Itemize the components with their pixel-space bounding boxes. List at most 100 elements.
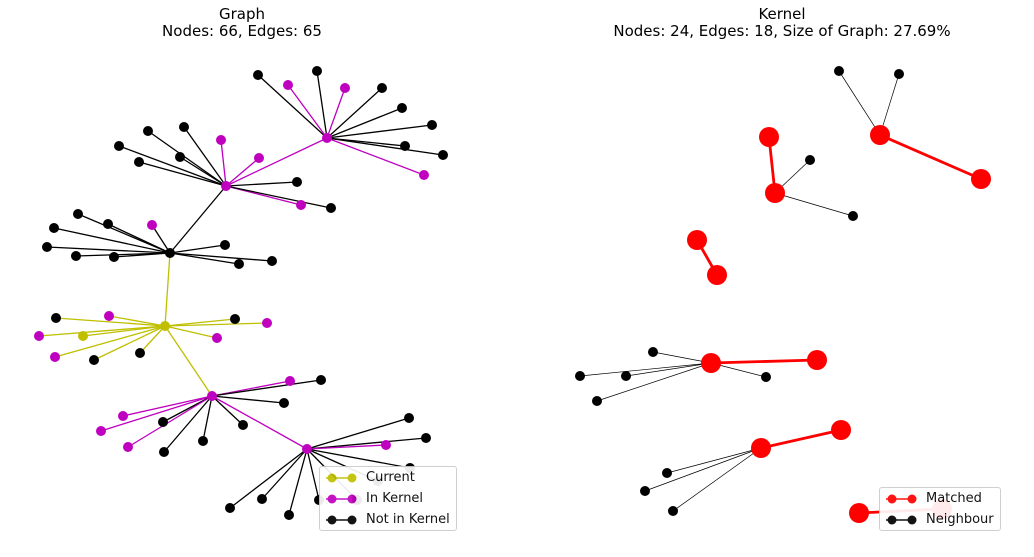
graph-edge [46, 246, 171, 254]
graph-node [326, 203, 336, 213]
kernel-matched-node [751, 438, 771, 458]
graph-edge [211, 379, 322, 397]
kernel-matched-edge [760, 428, 842, 450]
graph-node [160, 321, 170, 331]
graph-edge [202, 395, 213, 442]
kernel-neighbour-node [621, 371, 631, 381]
graph-edge [326, 137, 425, 176]
legend-label-not-in-kernel: Not in Kernel [366, 512, 450, 527]
graph-node [404, 413, 414, 423]
graph-title-line2: Nodes: 66, Edges: 65 [162, 22, 322, 40]
graph-edge [55, 317, 166, 327]
graph-edge [225, 137, 328, 187]
graph-edge [127, 395, 213, 448]
graph-node [179, 122, 189, 132]
graph-node [50, 352, 60, 362]
graph-node [312, 66, 322, 76]
graph-edge [93, 325, 166, 361]
graph-node [134, 157, 144, 167]
graph-edge [288, 448, 308, 516]
graph-node [51, 313, 61, 323]
kernel-neighbour-edge [644, 447, 762, 492]
legend-label-current: Current [366, 470, 415, 485]
legend-item-current: Current [320, 467, 456, 488]
kernel-matched-node [759, 127, 779, 147]
graph-edge [82, 325, 166, 337]
graph-edge [147, 130, 227, 187]
kernel-title-line1: Kernel [758, 5, 806, 23]
kernel-neighbour-node [668, 506, 678, 516]
graph-edge [164, 252, 171, 327]
graph-edge [225, 185, 332, 209]
graph-edge [169, 185, 227, 254]
graph-edge [118, 145, 227, 187]
graph-node [230, 314, 240, 324]
kernel-neighbour-edge [579, 362, 712, 377]
legend-item-in-kernel: In Kernel [320, 488, 456, 509]
graph-edge [151, 224, 171, 254]
graph-node [109, 252, 119, 262]
graph-node [89, 355, 99, 365]
graph-node [296, 200, 306, 210]
graph-edge [326, 137, 444, 156]
graph-edge [211, 395, 285, 404]
graph-node [143, 126, 153, 136]
graph-edge [220, 139, 227, 187]
graph-node [419, 170, 429, 180]
graph-node [221, 181, 231, 191]
graph-edge [108, 315, 166, 327]
kernel-matched-node [707, 265, 727, 285]
graph-node [427, 120, 437, 130]
graph-node [96, 426, 106, 436]
graph-node [267, 256, 277, 266]
graph-node [207, 391, 217, 401]
graph-edge [164, 322, 268, 327]
graph-edge [183, 126, 227, 187]
kernel-matched-node [971, 169, 991, 189]
graph-edge [261, 448, 308, 500]
graph-title: Graph Nodes: 66, Edges: 65 [110, 6, 374, 40]
kernel-neighbour-edge [596, 362, 712, 402]
graph-node [220, 240, 230, 250]
kernel-neighbour-edge [838, 70, 881, 136]
graph-edge [211, 395, 308, 450]
legend-item-neighbour: Neighbour [880, 509, 1000, 530]
graph-legend: Current In Kernel Not in Kernel [319, 466, 457, 531]
graph-edge [100, 395, 213, 432]
graph-edge [257, 74, 328, 139]
graph-edge [306, 448, 320, 501]
graph-node [159, 447, 169, 457]
graph-node [316, 375, 326, 385]
graph-edge [169, 244, 226, 254]
graph-edge [211, 395, 244, 426]
graph-edge [306, 417, 410, 450]
graph-node [225, 503, 235, 513]
legend-marker-in-kernel [326, 494, 357, 503]
graph-edge [138, 161, 227, 187]
graph-node [123, 442, 133, 452]
kernel-neighbour-edge [666, 447, 762, 474]
legend-marker-not-in-kernel [326, 515, 357, 524]
kernel-neighbour-edge [774, 192, 854, 217]
graph-node [292, 177, 302, 187]
graph-node [302, 444, 312, 454]
graph-edge [38, 325, 166, 337]
kernel-neighbour-node [575, 371, 585, 381]
graph-edge [164, 325, 213, 397]
graph-edge [139, 325, 166, 354]
kernel-matched-node [765, 183, 785, 203]
graph-edge [122, 395, 213, 417]
kernel-matched-node [687, 230, 707, 250]
graph-node [279, 398, 289, 408]
graph-node [438, 150, 448, 160]
graph-edge [169, 252, 240, 265]
graph-node [262, 318, 272, 328]
graph-edge [164, 325, 218, 339]
graph-edge [179, 156, 227, 187]
graph-edge [53, 227, 171, 254]
graph-node [381, 440, 391, 450]
kernel-neighbour-node [592, 396, 602, 406]
graph-node [216, 135, 226, 145]
graph-node [158, 417, 168, 427]
graph-node [165, 248, 175, 258]
